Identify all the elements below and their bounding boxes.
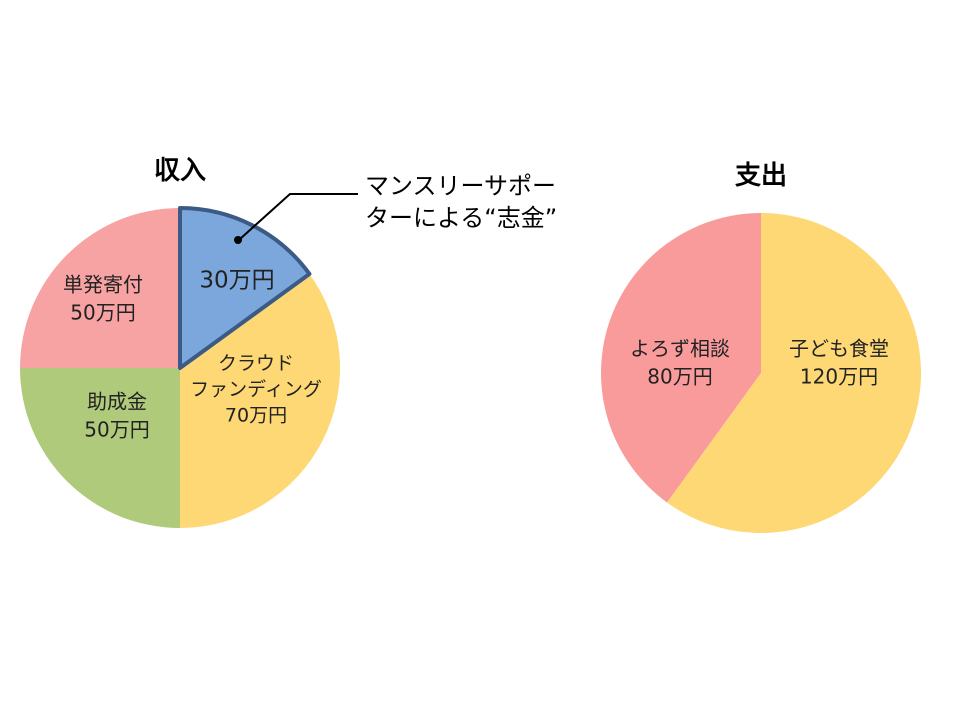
pie-slice: [666, 213, 922, 533]
annotation-text-line-1: マンスリーサポー: [365, 172, 557, 200]
slice-label: 50万円: [70, 301, 135, 325]
slice-label: 50万円: [84, 418, 149, 442]
income-chart-title: 収入: [153, 156, 206, 186]
pie-slice: [601, 213, 761, 503]
expense-pie: 子ども食堂 120万円 よろず相談 80万円: [601, 213, 922, 533]
slice-label: 助成金: [87, 390, 147, 414]
slice-label: 70万円: [225, 405, 287, 427]
slice-label: 30万円: [199, 268, 274, 294]
callout-leader-line: [239, 193, 358, 240]
highlight-slice-outline: [178, 206, 312, 370]
pie-slice: [180, 208, 310, 368]
slice-label: 単発寄付: [63, 273, 143, 297]
pie-slice: [180, 273, 340, 528]
slice-label: 80万円: [647, 365, 712, 389]
slice-label: よろず相談: [630, 337, 730, 361]
slice-label: ファンディング: [190, 379, 322, 401]
annotation-callout: [234, 193, 358, 244]
expense-chart-title: 支出: [734, 161, 787, 191]
pie-slice: [20, 368, 180, 528]
slice-label: クラウド: [218, 353, 294, 375]
slice-label: 子ども食堂: [789, 337, 889, 361]
annotation-text-line-2: ターによる“志金”: [365, 204, 558, 232]
callout-dot: [234, 236, 242, 244]
pie-slice: [20, 208, 180, 368]
slice-label: 120万円: [800, 365, 878, 389]
